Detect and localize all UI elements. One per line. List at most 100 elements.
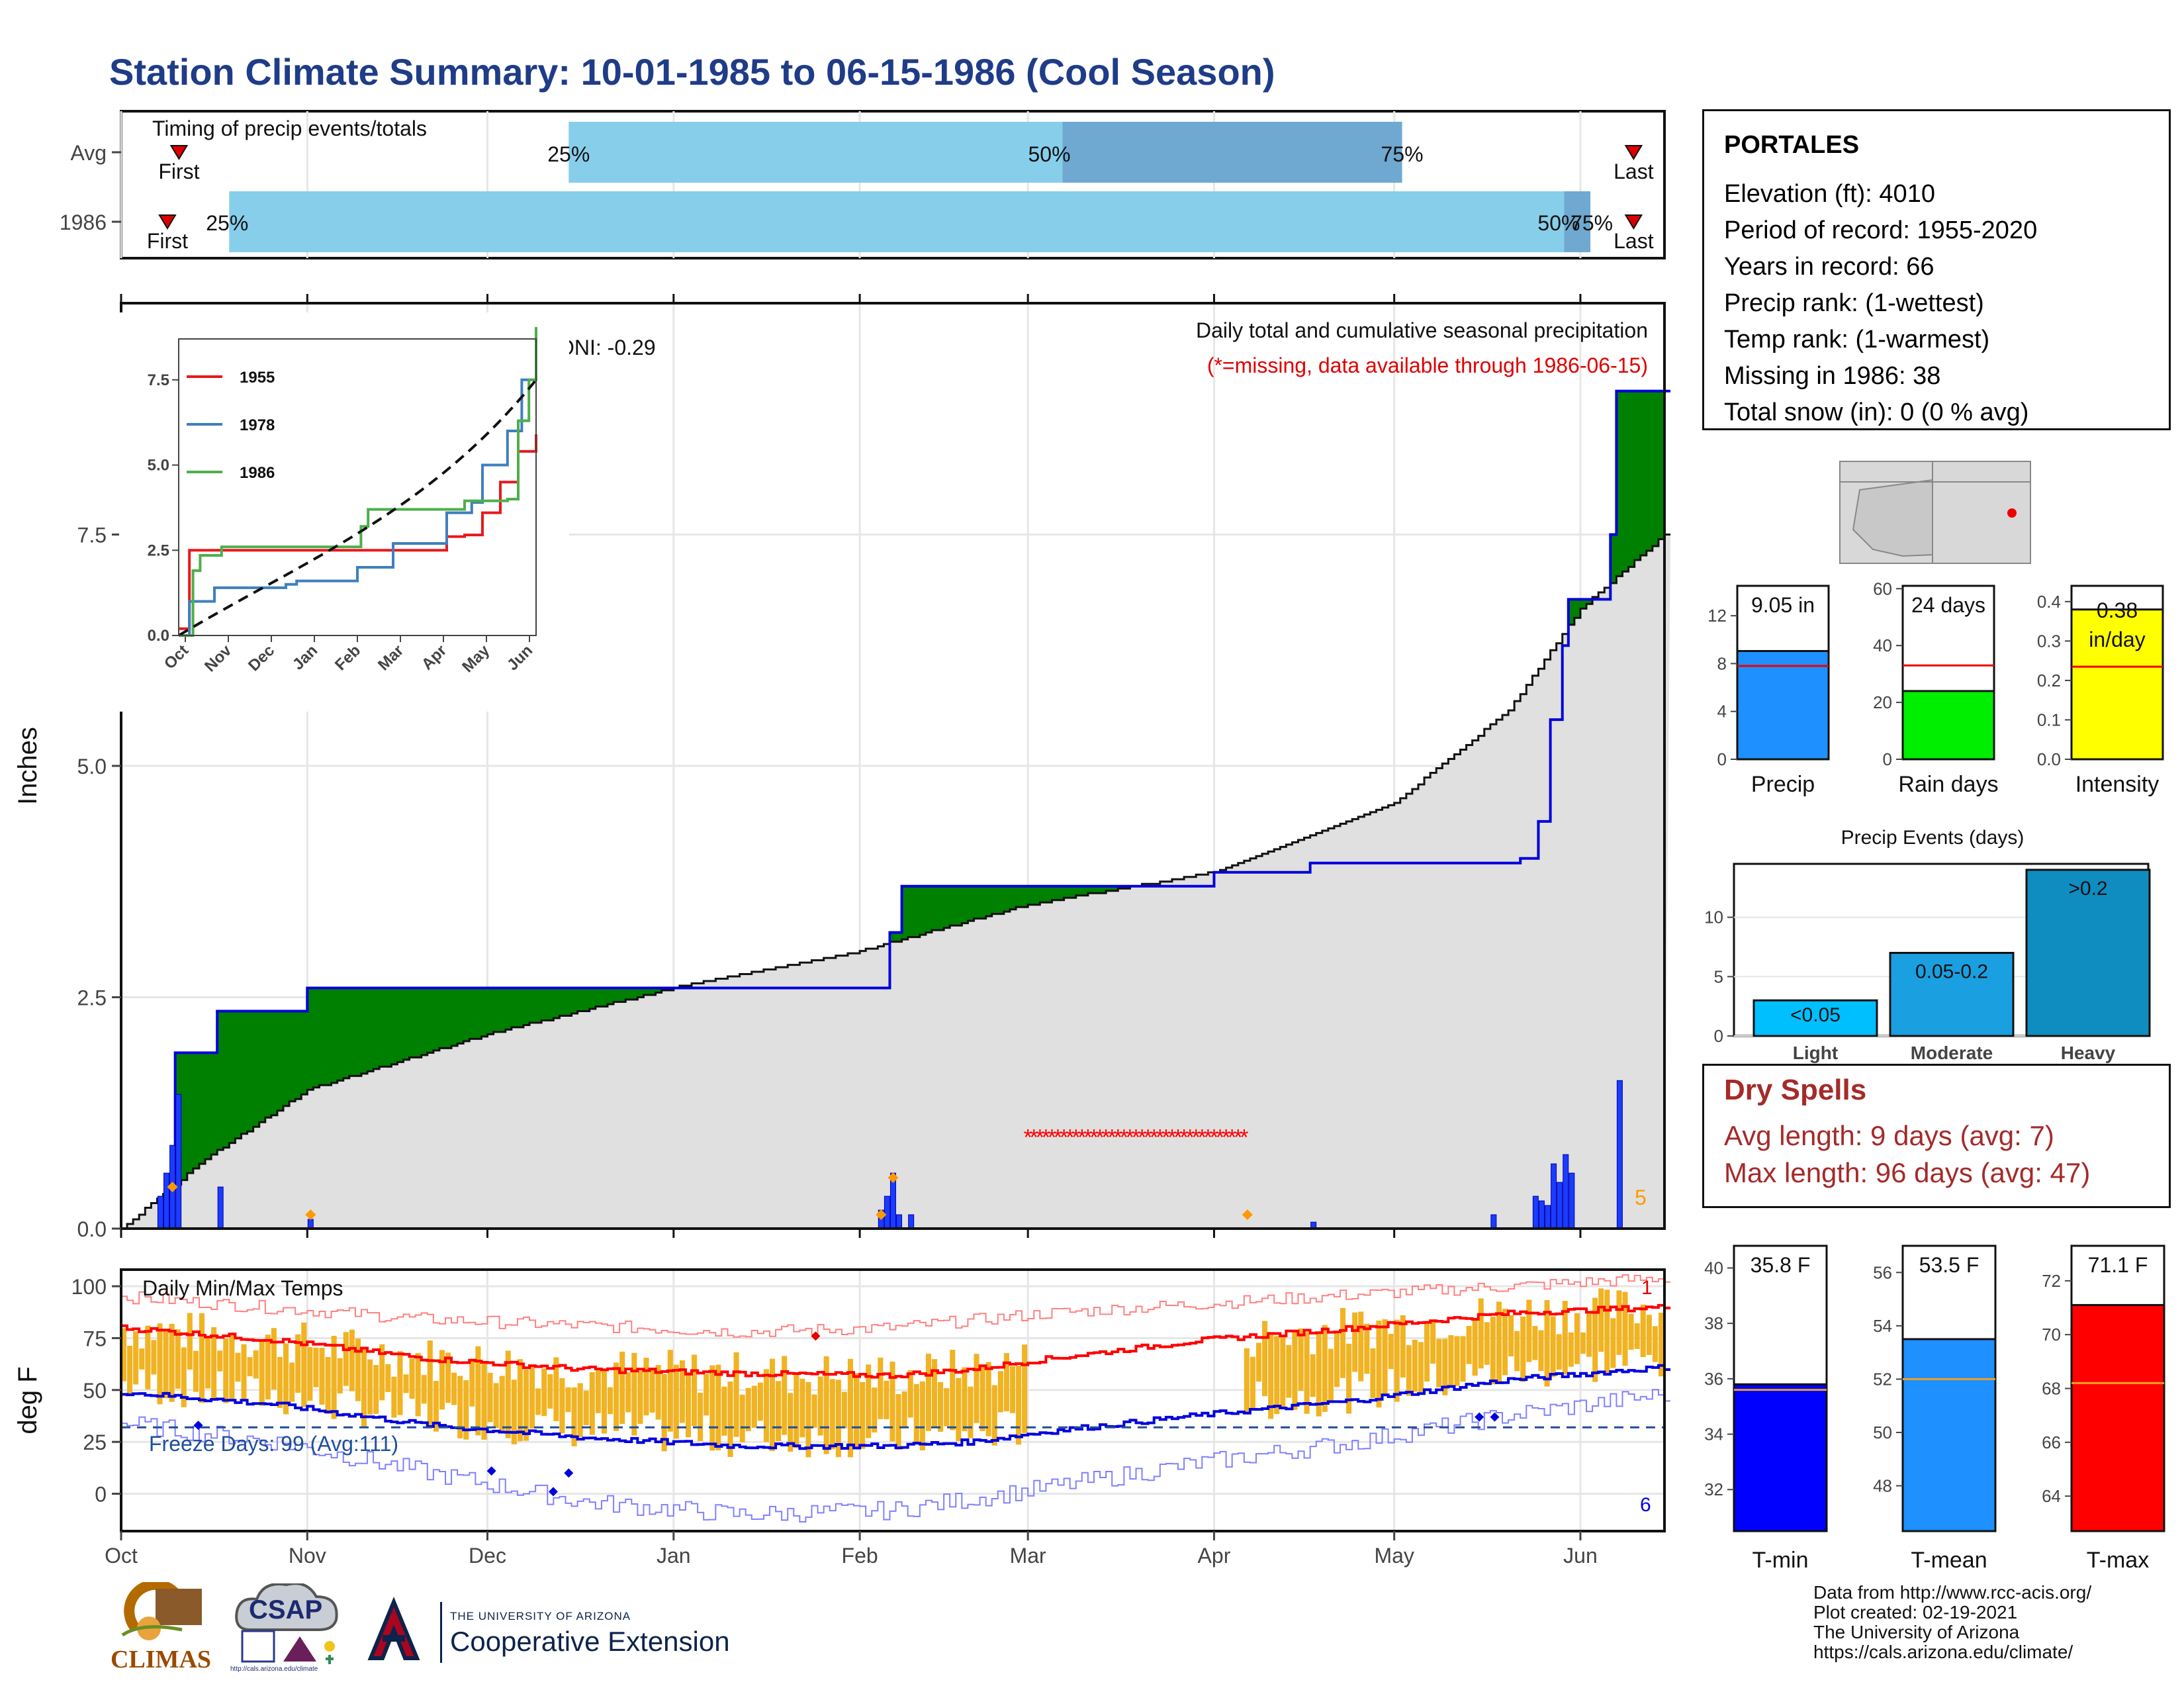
temp-daily-bar	[301, 1322, 307, 1407]
temp-daily-bar	[121, 1328, 127, 1382]
temp-daily-bar	[938, 1382, 944, 1432]
precip-surplus-fill	[523, 988, 530, 1025]
temp-record-low-marker	[548, 1487, 558, 1497]
temp-panel-frame	[120, 1268, 1666, 1532]
climas-logo-text: CLIMAS	[111, 1646, 212, 1673]
temp-daily-bar	[553, 1357, 559, 1421]
temp-daily-bar	[403, 1374, 409, 1393]
temp-daily-bar	[511, 1380, 517, 1444]
timing-avg-p25-label: 25%	[547, 142, 590, 166]
temp-daily-bar	[463, 1380, 469, 1440]
precip-surplus-fill	[985, 886, 993, 917]
precip-surplus-fill	[355, 988, 362, 1076]
temp-daily-bar	[878, 1357, 884, 1419]
precip-surplus-fill	[962, 886, 969, 923]
precip-missing-marker: *	[1126, 1125, 1134, 1150]
timing-panel-title: Timing of precip events/totals	[152, 117, 427, 140]
precip-surplus-fill	[1574, 599, 1581, 618]
precip-missing-marker: *	[1156, 1125, 1164, 1150]
precip-missing-marker: *	[1222, 1125, 1230, 1150]
temp-y-tick-label: 0	[95, 1483, 107, 1507]
inset-y-tick-label: 5.0	[148, 457, 169, 475]
mini-chart-tick-label: 40	[1873, 635, 1892, 655]
mini-chart-tick-label: 0.0	[2037, 749, 2061, 769]
precip-missing-marker: *	[1102, 1125, 1111, 1150]
precip-surplus-fill	[956, 886, 962, 926]
temp-daily-bar	[1538, 1330, 1544, 1372]
temp-daily-bar	[361, 1348, 367, 1428]
precip-surplus-fill	[1622, 391, 1629, 572]
temp-daily-bar	[619, 1351, 625, 1425]
temp-daily-bar	[523, 1369, 529, 1441]
timing-row-label: 1986	[60, 211, 107, 234]
timing-last-label: Last	[1614, 160, 1654, 183]
temp-daily-bar	[1598, 1288, 1604, 1352]
precip-missing-marker: *	[1083, 1125, 1092, 1150]
precip-events-tick-label: 10	[1704, 908, 1723, 927]
mini-chart-bar	[1901, 690, 1995, 761]
ua-logo-divider	[440, 1602, 442, 1663]
precip-missing-marker: *	[1114, 1125, 1122, 1150]
temp-daily-bar	[457, 1376, 463, 1438]
temp-daily-bar	[433, 1380, 439, 1432]
precip-surplus-fill	[913, 886, 921, 937]
precip-missing-marker: *	[1228, 1125, 1236, 1150]
temp-daily-bar	[139, 1348, 145, 1370]
temp-daily-bar	[805, 1382, 811, 1458]
temp-daily-bar	[788, 1393, 794, 1452]
precip-surplus-fill	[1003, 886, 1011, 912]
precip-event-marker	[876, 1209, 887, 1221]
temp-daily-bar	[577, 1383, 583, 1437]
precip-daily-bar	[1569, 1172, 1575, 1229]
precip-surplus-fill	[331, 988, 338, 1083]
precip-surplus-fill	[944, 886, 950, 928]
temp-daily-bar	[1514, 1331, 1520, 1372]
mini-chart-bar	[2070, 608, 2164, 761]
precip-surplus-fill	[457, 988, 464, 1044]
temp-daily-bar	[751, 1385, 757, 1428]
temp-daily-bar	[907, 1370, 913, 1418]
precip-events-title: Precip Events (days)	[1841, 827, 2025, 849]
temp-daily-bar	[841, 1391, 847, 1429]
temp-daily-bar	[1022, 1344, 1028, 1433]
precip-surplus-fill	[1034, 886, 1040, 905]
temp-daily-bar	[817, 1376, 823, 1436]
inset-frame	[178, 338, 537, 636]
inset-y-tick-label: 7.5	[148, 371, 169, 389]
temp-daily-bar	[889, 1361, 895, 1442]
precip-surplus-fill	[445, 988, 452, 1049]
temp-daily-bar	[1658, 1313, 1664, 1377]
inset-series-1978	[179, 328, 537, 637]
precip-surplus-fill	[271, 1011, 278, 1115]
precip-surplus-fill	[559, 988, 567, 1016]
precip-y-tick-label: 0.0	[77, 1217, 107, 1241]
precip-surplus-fill	[511, 988, 518, 1027]
temp-daily-bar	[956, 1378, 962, 1442]
precip-daily-bar	[1557, 1182, 1563, 1229]
temp-summary-tick-label: 52	[1873, 1369, 1892, 1389]
precip-surplus-fill	[451, 988, 458, 1046]
precip-surplus-fill	[367, 988, 374, 1072]
precip-surplus-fill	[1646, 391, 1653, 551]
dry-spells-avg: Avg length: 9 days (avg: 7)	[1724, 1120, 2054, 1151]
temp-daily-bar	[181, 1347, 187, 1407]
precip-surplus-fill	[541, 988, 548, 1021]
precip-surplus-fill	[974, 886, 981, 919]
precip-surplus-fill	[409, 988, 416, 1058]
temp-daily-bar	[601, 1368, 607, 1434]
temp-average-min-line	[121, 1364, 1671, 1450]
precip-surplus-fill	[1052, 886, 1059, 900]
temp-daily-bar	[445, 1352, 451, 1403]
temp-daily-bar	[829, 1379, 835, 1450]
temp-daily-bar	[673, 1364, 679, 1439]
temp-daily-bar	[481, 1362, 487, 1440]
precip-missing-marker: *	[1095, 1125, 1104, 1150]
temp-daily-bar	[776, 1381, 782, 1442]
temp-daily-bar	[547, 1374, 553, 1409]
timing-first-label: First	[158, 160, 199, 183]
temp-daily-bar	[1376, 1320, 1382, 1408]
temp-daily-bar	[541, 1368, 547, 1417]
precip-surplus-fill	[1069, 886, 1077, 898]
temp-daily-bar	[1418, 1342, 1424, 1394]
precip-surplus-fill	[397, 988, 404, 1062]
